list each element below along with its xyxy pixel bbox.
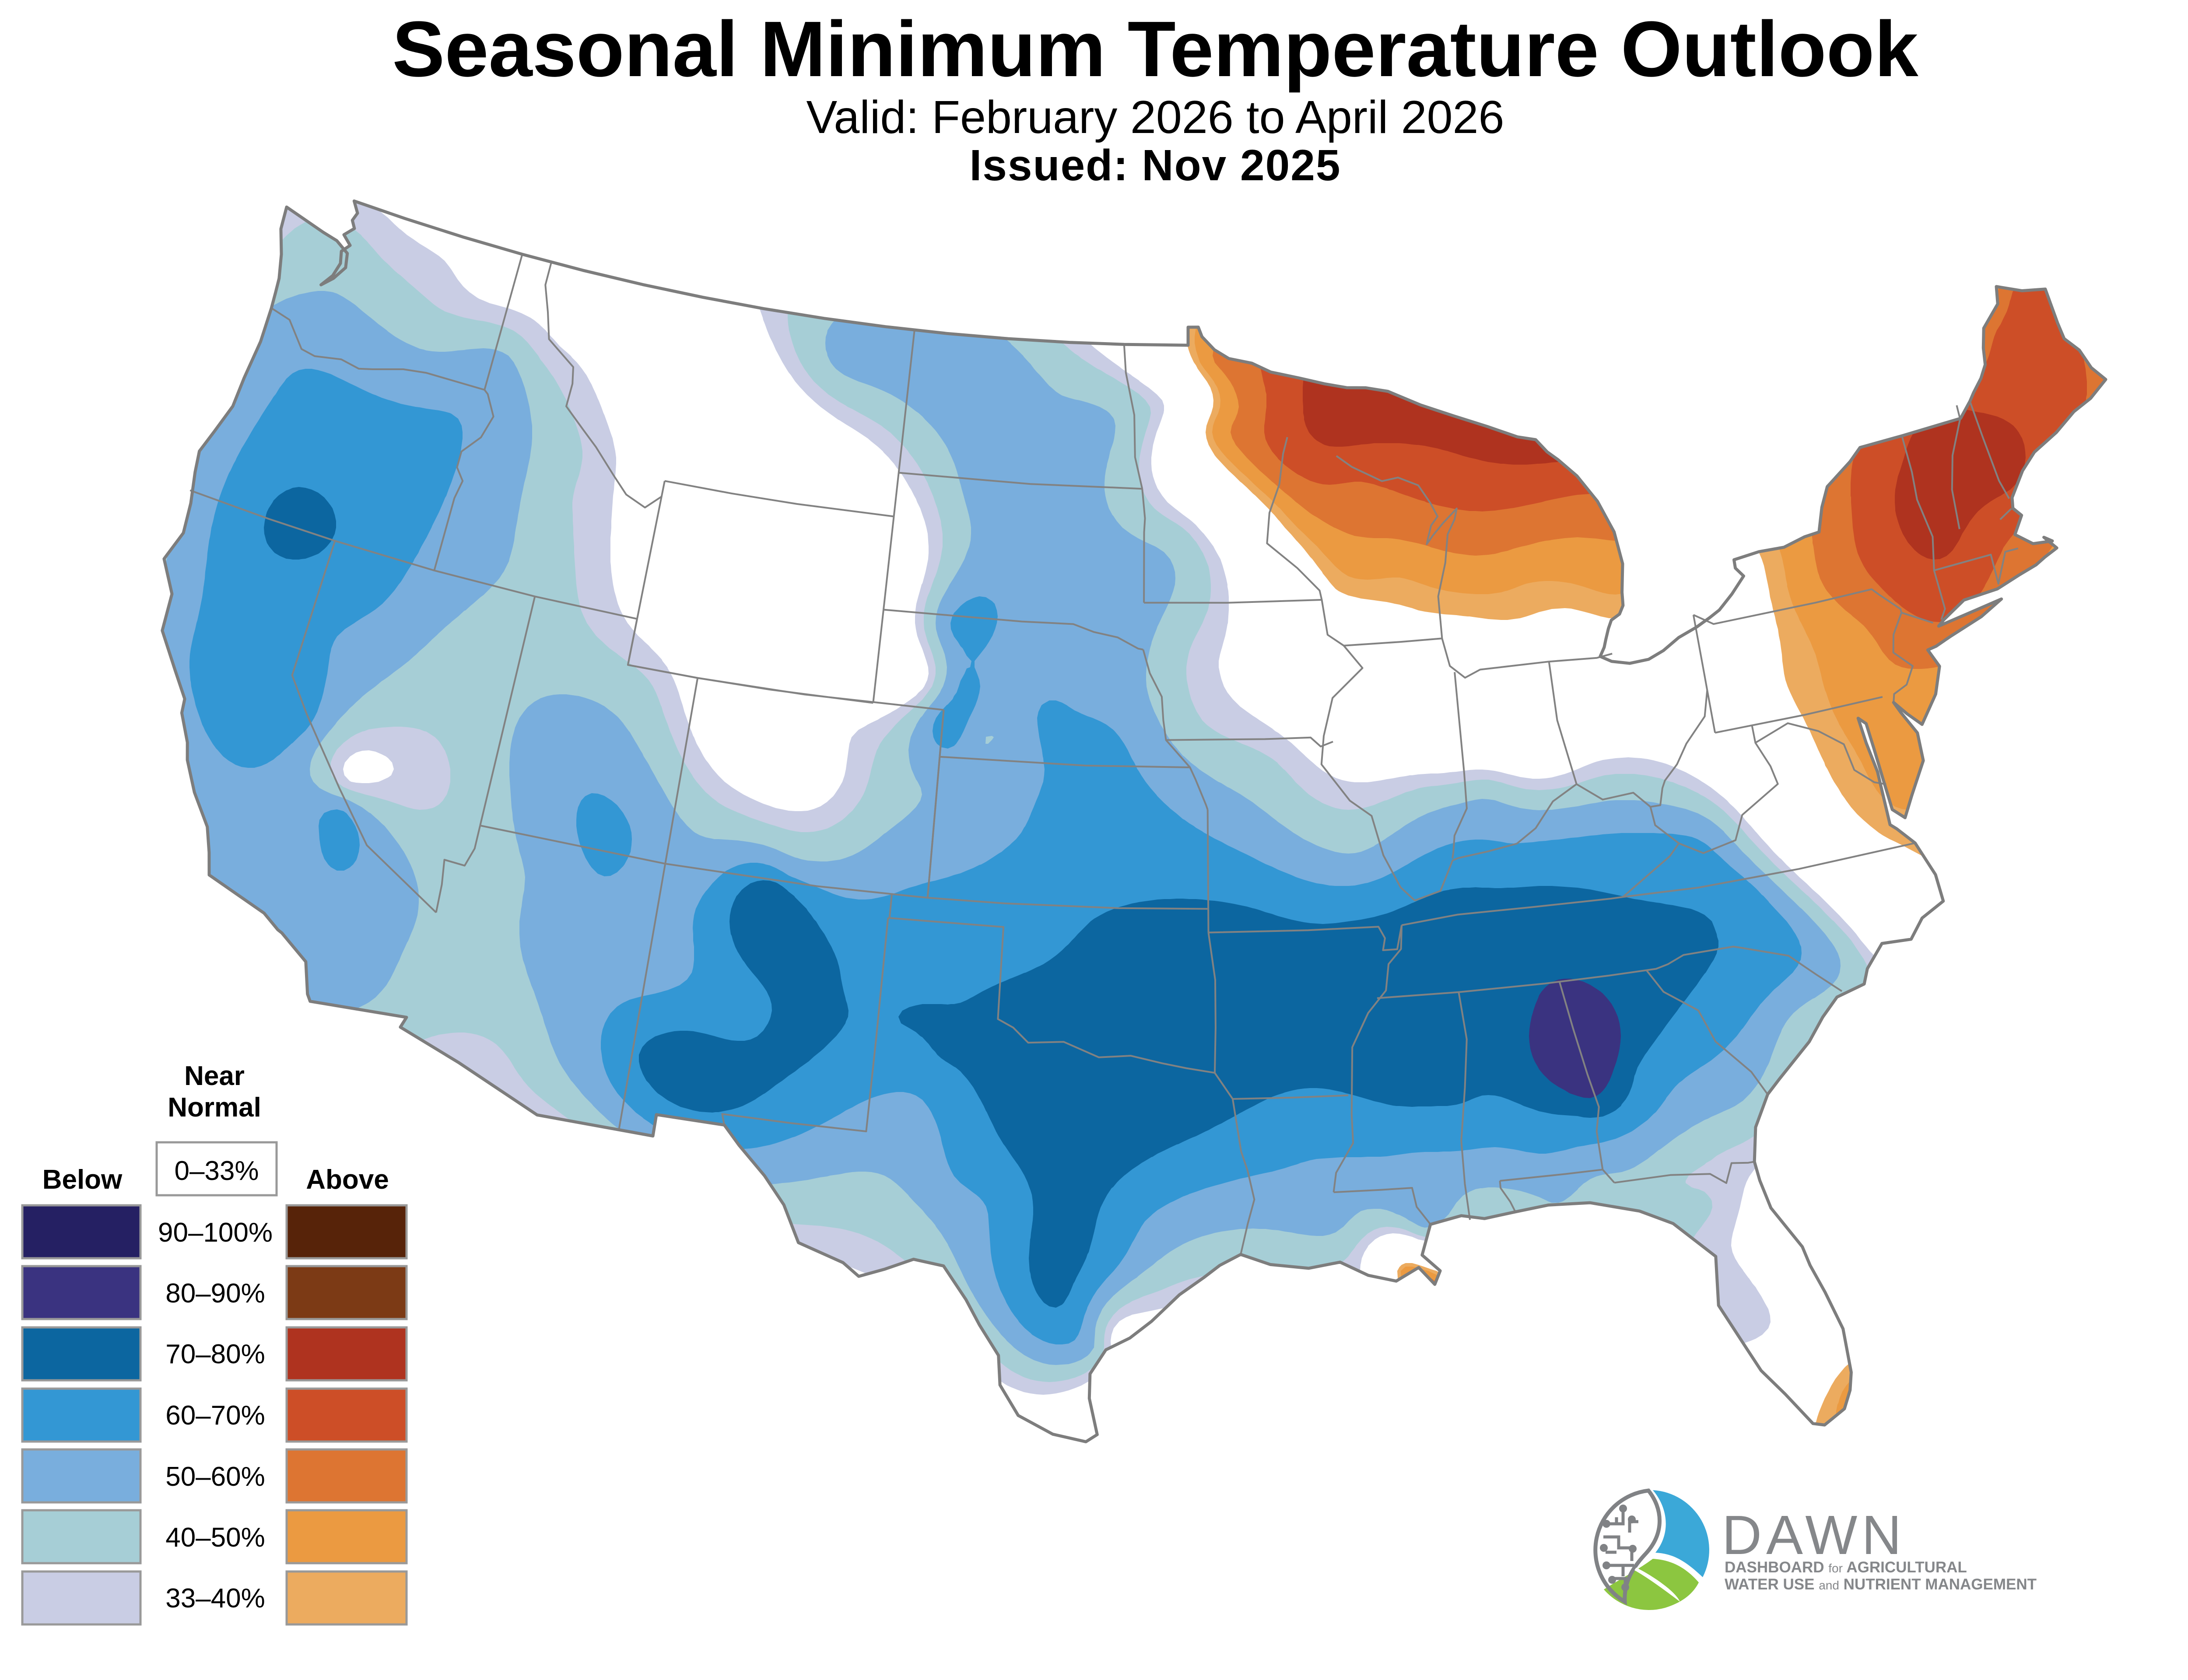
svg-text:33–40%: 33–40% — [165, 1583, 265, 1614]
svg-text:Valid: February 2026 to April: Valid: February 2026 to April 2026 — [806, 91, 1504, 143]
svg-text:0–33%: 0–33% — [174, 1156, 259, 1186]
svg-text:WATER USE and NUTRIENT MANAGEM: WATER USE and NUTRIENT MANAGEMENT — [1725, 1576, 2037, 1593]
svg-text:Below: Below — [42, 1165, 123, 1195]
svg-text:70–80%: 70–80% — [165, 1339, 265, 1369]
svg-text:90–100%: 90–100% — [158, 1218, 273, 1248]
svg-text:40–50%: 40–50% — [165, 1522, 265, 1553]
svg-text:DAWN: DAWN — [1722, 1504, 1906, 1566]
svg-text:Normal: Normal — [168, 1092, 261, 1123]
svg-text:80–90%: 80–90% — [165, 1278, 265, 1309]
svg-text:Above: Above — [306, 1165, 389, 1195]
svg-text:60–70%: 60–70% — [165, 1400, 265, 1431]
svg-text:50–60%: 50–60% — [165, 1462, 265, 1492]
svg-text:Seasonal Minimum Temperature O: Seasonal Minimum Temperature Outlook — [392, 5, 1918, 93]
svg-text:DASHBOARD for AGRICULTURAL: DASHBOARD for AGRICULTURAL — [1725, 1559, 1967, 1576]
svg-text:Issued: Nov 2025: Issued: Nov 2025 — [969, 141, 1341, 190]
svg-text:Near: Near — [184, 1061, 245, 1091]
